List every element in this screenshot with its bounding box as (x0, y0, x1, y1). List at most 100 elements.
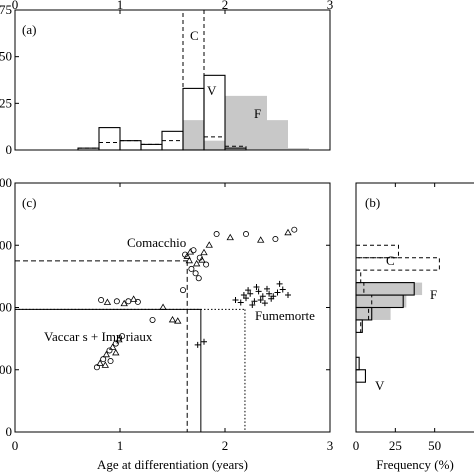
data-point (213, 231, 220, 238)
x-tick-label: 3 (327, 438, 334, 453)
histogram-bar-f (204, 140, 225, 150)
data-point (257, 236, 265, 243)
data-point (261, 300, 268, 307)
data-point (249, 302, 256, 309)
data-point (285, 292, 291, 299)
histogram-bar-c (119, 140, 142, 151)
histogram-bar-v (119, 140, 142, 151)
series-label-c: C (190, 28, 199, 43)
panel-c-scatter: 0 1 2 3 0 100 200 300 400 (c) Age at differentiati… (0, 175, 333, 472)
panel-label: (c) (22, 195, 36, 210)
x-tick-label: 2 (222, 0, 229, 12)
y-tick-label: 50 (0, 49, 12, 64)
histogram-bar-c (355, 269, 362, 284)
data-point (183, 252, 191, 259)
data-point (115, 335, 123, 343)
data-point (251, 298, 258, 305)
annotation-fumemorte: Fumemorte (255, 308, 315, 323)
x-axis-label: Age at differentiation (years) (97, 457, 248, 472)
panel-b-histogram: 0 25 50 (b) Frequency (%) C F V (353, 182, 474, 472)
y-tick-label: 0 (6, 142, 13, 157)
histogram-bar-f (225, 95, 246, 150)
data-point (113, 298, 120, 305)
series-label-f: F (430, 287, 437, 302)
x-tick-label: 1 (117, 438, 124, 453)
data-point (103, 298, 112, 305)
data-point (96, 359, 104, 366)
histogram-bar-f (356, 282, 423, 296)
data-point (245, 287, 252, 294)
data-point (232, 297, 239, 304)
data-point (284, 228, 292, 236)
data-point (134, 298, 141, 305)
histogram-bar-v (98, 127, 121, 151)
panel-label: (a) (22, 22, 36, 37)
histogram-bar-c (140, 143, 163, 151)
histogram-bar-v (140, 143, 163, 151)
data-point (259, 293, 266, 300)
y-tick-label: 75 (0, 2, 12, 17)
data-point (266, 290, 273, 297)
data-point (203, 261, 210, 268)
histogram-bar-f (246, 95, 267, 150)
series-label-c: C (386, 253, 395, 268)
data-point (274, 289, 281, 296)
panel-a-histogram: 0 1 2 3 0 25 50 75 (a) C V F (0, 0, 333, 157)
histogram-bar-c (98, 142, 121, 151)
data-point (129, 295, 138, 302)
data-point (120, 299, 128, 307)
series-label-v: V (207, 83, 217, 98)
y-tick-label: 200 (0, 300, 12, 315)
histogram-bar-c (355, 319, 362, 333)
data-point (149, 316, 156, 323)
data-point (93, 364, 100, 371)
panel-label: (b) (365, 195, 380, 210)
data-point (179, 287, 186, 294)
data-point (125, 298, 132, 305)
data-point (194, 341, 201, 348)
data-point (168, 315, 177, 323)
data-point (98, 297, 105, 304)
data-point (192, 270, 199, 277)
y-tick-label: 0 (6, 424, 13, 439)
data-point (264, 285, 270, 292)
data-point (107, 358, 114, 365)
data-point (253, 283, 260, 290)
data-point (226, 233, 234, 241)
data-point (112, 340, 119, 347)
histogram-bar-f (356, 307, 391, 320)
data-point (200, 248, 208, 256)
histogram-bar-v (355, 319, 363, 333)
data-point (255, 288, 262, 295)
panel-b-frame (355, 182, 474, 433)
histogram-bar-c (355, 257, 440, 271)
x-tick-label: 1 (117, 0, 124, 12)
data-point (201, 338, 207, 345)
x-axis-label: Frequency (%) (376, 457, 454, 472)
y-tick-label: 400 (0, 175, 12, 190)
data-point (237, 299, 244, 306)
data-point (272, 236, 279, 243)
histogram-bar-c (161, 140, 184, 151)
data-point (174, 317, 182, 324)
data-point (247, 290, 254, 297)
data-point (240, 292, 247, 299)
data-point (195, 275, 202, 282)
series-label-v: V (375, 378, 385, 393)
data-point (102, 350, 111, 358)
histogram-bar-c (355, 244, 399, 259)
data-point (279, 286, 286, 293)
data-point (186, 248, 195, 255)
histogram-bar-v (355, 369, 366, 383)
x-tick-label: 0 (12, 0, 19, 12)
histogram-bar-f (267, 120, 288, 150)
data-point (276, 280, 283, 287)
series-label-f: F (254, 106, 261, 121)
histogram-bar-f (288, 148, 309, 150)
data-point (291, 226, 298, 233)
data-point (188, 265, 195, 272)
x-tick-label: 0 (353, 438, 360, 453)
data-point (198, 256, 206, 263)
data-point (243, 295, 249, 302)
